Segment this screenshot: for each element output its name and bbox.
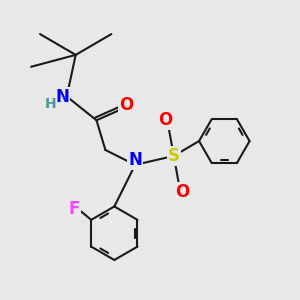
Text: O: O bbox=[176, 183, 190, 201]
Text: O: O bbox=[119, 96, 133, 114]
Text: S: S bbox=[168, 147, 180, 165]
Text: F: F bbox=[68, 200, 80, 218]
Text: N: N bbox=[56, 88, 69, 106]
Text: O: O bbox=[158, 111, 172, 129]
Text: H: H bbox=[45, 97, 56, 111]
Text: N: N bbox=[128, 152, 142, 169]
